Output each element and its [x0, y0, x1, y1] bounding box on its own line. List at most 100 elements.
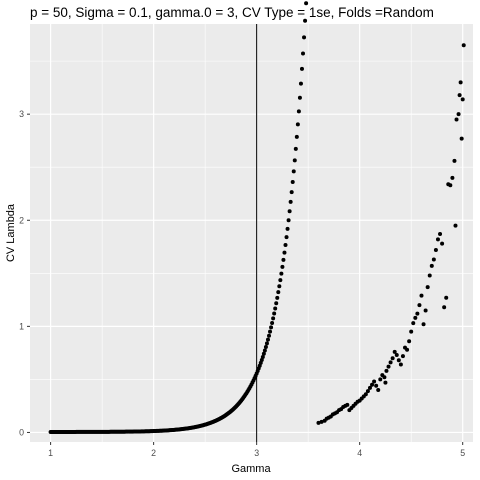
data-point	[270, 320, 275, 325]
data-point	[396, 358, 401, 363]
data-point	[456, 112, 461, 117]
data-point	[287, 209, 292, 214]
data-point	[288, 199, 293, 204]
y-axis-title: CV Lambda	[5, 203, 17, 262]
data-point	[367, 385, 372, 390]
data-point	[262, 348, 267, 353]
data-point	[277, 284, 282, 289]
data-point	[453, 223, 458, 228]
data-point	[276, 290, 281, 295]
data-point	[289, 190, 294, 195]
data-point	[273, 306, 278, 311]
data-point	[298, 81, 303, 86]
data-point	[372, 379, 377, 384]
data-point	[415, 311, 420, 316]
data-point	[296, 109, 301, 114]
data-point	[444, 295, 449, 300]
data-point	[398, 362, 403, 367]
data-point	[294, 134, 299, 139]
data-point	[400, 354, 405, 359]
data-point	[413, 315, 418, 320]
data-point	[280, 264, 285, 269]
data-point	[374, 383, 379, 388]
data-point	[279, 271, 284, 276]
data-point	[269, 325, 274, 330]
plot-panel	[30, 24, 473, 442]
data-point	[284, 235, 289, 240]
data-point	[292, 158, 297, 163]
data-point	[421, 322, 426, 327]
data-point	[304, 1, 309, 6]
y-tick-label: 2	[19, 215, 24, 225]
data-point	[275, 295, 280, 300]
data-point	[293, 146, 298, 151]
data-point	[392, 349, 397, 354]
data-point	[263, 345, 268, 350]
data-point	[303, 18, 308, 23]
data-point	[454, 117, 459, 122]
data-point	[425, 285, 430, 290]
data-point	[283, 243, 288, 248]
data-point	[272, 311, 277, 316]
data-point	[365, 389, 370, 394]
data-point	[345, 402, 350, 407]
y-tick-label: 0	[19, 427, 24, 437]
data-point	[394, 353, 399, 358]
data-point	[259, 358, 264, 362]
data-point	[427, 273, 432, 278]
data-point	[297, 95, 302, 100]
data-point	[386, 364, 391, 369]
data-point	[267, 333, 272, 338]
data-point	[290, 180, 295, 185]
data-point	[301, 51, 306, 56]
data-point	[274, 301, 279, 306]
data-point	[461, 43, 466, 48]
data-point	[452, 158, 457, 163]
data-point	[316, 420, 321, 425]
data-point	[299, 66, 304, 71]
data-point	[295, 122, 300, 127]
data-point	[417, 303, 422, 308]
x-axis-title: Gamma	[231, 463, 271, 475]
data-point	[285, 226, 290, 231]
data-point	[438, 232, 443, 237]
data-point	[409, 329, 414, 334]
minor-gridlines	[30, 24, 473, 442]
data-point	[286, 218, 291, 223]
data-point	[433, 247, 438, 252]
data-point	[390, 356, 395, 361]
y-tick-label: 1	[19, 321, 24, 331]
data-point	[457, 93, 462, 98]
data-point	[264, 341, 269, 346]
x-tick-label: 2	[151, 448, 156, 458]
data-point	[302, 35, 307, 40]
data-point	[431, 257, 436, 262]
data-point	[363, 392, 368, 397]
data-point	[405, 347, 410, 352]
data-point	[265, 337, 270, 342]
data-point	[429, 263, 434, 268]
x-tick-label: 1	[48, 448, 53, 458]
data-point	[459, 136, 464, 141]
data-point	[423, 308, 428, 313]
data-point	[440, 241, 445, 246]
x-tick-label: 4	[357, 448, 362, 458]
data-point	[278, 278, 283, 283]
data-point	[319, 419, 324, 424]
data-point	[435, 237, 440, 242]
data-point	[388, 360, 393, 365]
data-point	[411, 321, 416, 326]
data-point	[458, 80, 463, 85]
data-point	[407, 339, 412, 344]
data-point	[281, 257, 286, 262]
data-point	[460, 97, 465, 102]
data-point	[268, 329, 273, 334]
data-point	[383, 380, 388, 385]
y-tick-label: 3	[19, 109, 24, 119]
x-tick-label: 5	[460, 448, 465, 458]
data-point	[419, 293, 424, 298]
chart-title: p = 50, Sigma = 0.1, gamma.0 = 3, CV Typ…	[30, 5, 434, 20]
data-point	[378, 377, 383, 382]
data-point	[271, 316, 276, 321]
data-point	[384, 368, 389, 373]
